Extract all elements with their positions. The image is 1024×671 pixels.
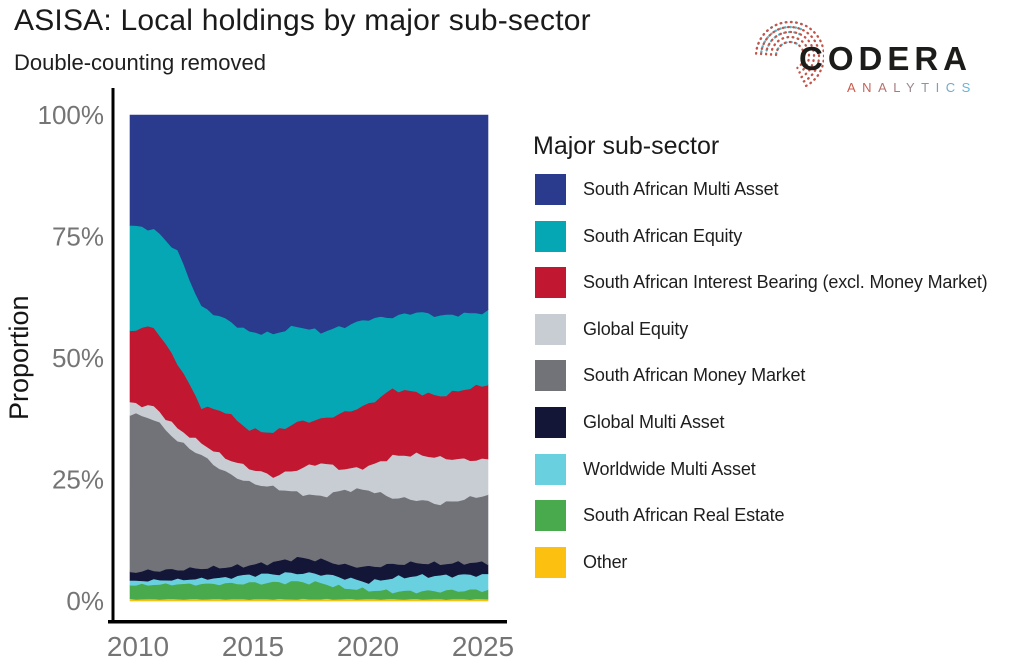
legend-label: Global Multi Asset xyxy=(583,411,725,432)
logo-tagline-letter: T xyxy=(921,80,936,95)
legend-item-south-african-interest-bearing-excl-money-market: South African Interest Bearing (excl. Mo… xyxy=(533,267,988,299)
legend-item-global-multi-asset: Global Multi Asset xyxy=(533,406,988,438)
legend-items: South African Multi Asset South African E… xyxy=(533,174,988,578)
legend-label: Global Equity xyxy=(583,318,689,339)
area-south-african-multi-asset xyxy=(129,114,489,335)
logo-arc xyxy=(760,25,803,54)
y-axis-line xyxy=(111,88,115,623)
logo-tagline-letter: C xyxy=(945,80,962,95)
legend-label: South African Interest Bearing (excl. Mo… xyxy=(583,272,988,293)
legend-swatch-south-african-multi-asset xyxy=(535,174,566,205)
logo-tagline-letter: A xyxy=(847,80,863,95)
chart-title: ASISA: Local holdings by major sub-secto… xyxy=(14,4,591,37)
legend-label: South African Real Estate xyxy=(583,505,785,526)
legend-label: South African Multi Asset xyxy=(583,179,779,199)
x-tick-label-2020: 2020 xyxy=(337,631,399,662)
legend-swatch-other xyxy=(535,546,566,578)
chart-subtitle: Double-counting removed xyxy=(14,50,266,75)
legend-swatch-global-multi-asset xyxy=(535,406,566,438)
x-tick-label-2010: 2010 xyxy=(107,631,169,662)
legend-swatch-global-equity xyxy=(535,313,566,345)
logo-tagline-letter: Y xyxy=(906,80,922,95)
logo-arc xyxy=(754,20,824,89)
logo-tagline-letter: L xyxy=(893,80,906,95)
legend-item-south-african-real-estate: South African Real Estate xyxy=(533,500,988,532)
legend-label: South African Money Market xyxy=(583,365,806,386)
logo-arc xyxy=(764,30,816,79)
codera-logo: CODERA ANALYTICS xyxy=(750,12,990,100)
x-tick-label-2025: 2025 xyxy=(452,631,514,662)
x-tick-label-2015: 2015 xyxy=(222,631,284,662)
legend-swatch-south-african-interest-bearing-excl-money-market xyxy=(535,267,566,299)
x-axis-line xyxy=(108,620,507,624)
legend-label: Other xyxy=(583,551,628,572)
y-tick-label-75: 75% xyxy=(52,222,104,252)
legend-item-south-african-equity: South African Equity xyxy=(533,220,988,252)
y-tick-label-0: 0% xyxy=(66,586,104,616)
legend-item-global-equity: Global Equity xyxy=(533,313,988,345)
legend-swatch-south-african-money-market xyxy=(535,360,566,392)
legend-swatch-south-african-equity xyxy=(535,220,566,252)
logo-tagline-letter: N xyxy=(862,80,879,95)
y-axis-title: Proportion xyxy=(4,295,34,421)
legend: Major sub-sector South African Multi Ass… xyxy=(533,132,988,593)
logo-tagline-letter: S xyxy=(961,80,977,95)
legend-title: Major sub-sector xyxy=(533,132,720,160)
legend-item-worldwide-multi-asset: Worldwide Multi Asset xyxy=(533,453,988,485)
logo-tagline-letter: I xyxy=(935,80,946,95)
y-tick-label-50: 50% xyxy=(52,343,104,373)
legend-item-south-african-multi-asset: South African Multi Asset xyxy=(533,174,988,205)
legend-label: South African Equity xyxy=(583,225,743,246)
logo-tagline-text: ANALYTICS xyxy=(847,80,977,95)
logo-arc xyxy=(765,30,801,54)
legend-label: Worldwide Multi Asset xyxy=(583,458,756,479)
y-tick-label-25: 25% xyxy=(52,465,104,495)
codera-logo-icon xyxy=(754,20,824,89)
logo-arc xyxy=(759,25,821,84)
legend-swatch-worldwide-multi-asset xyxy=(535,453,566,485)
legend-swatch-south-african-real-estate xyxy=(535,500,566,532)
legend-item-south-african-money-market: South African Money Market xyxy=(533,360,988,392)
logo-tagline-letter: A xyxy=(878,80,894,95)
logo-brand-text: CODERA xyxy=(799,40,973,77)
legend-item-other: Other xyxy=(533,546,988,578)
logo-arc xyxy=(774,40,806,70)
y-tick-label-100: 100% xyxy=(38,100,105,130)
